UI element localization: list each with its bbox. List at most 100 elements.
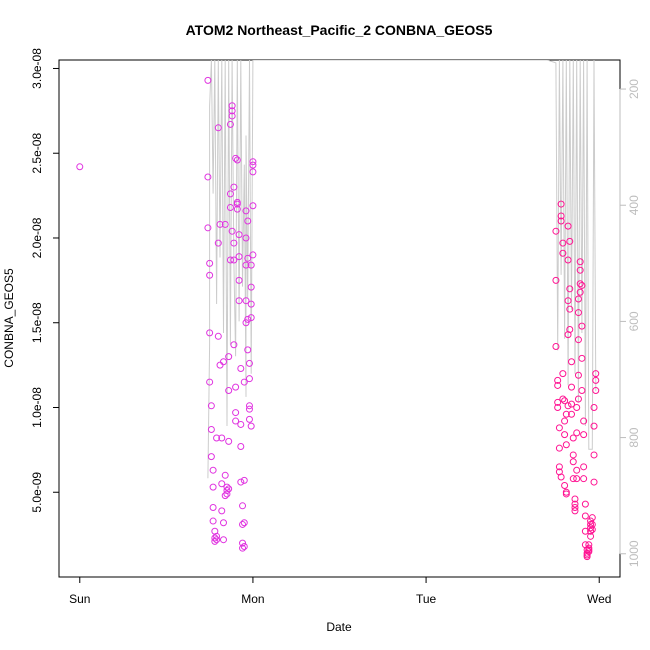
x-tick-label: Sun	[69, 592, 90, 606]
data-point	[581, 500, 589, 508]
data-point	[562, 441, 570, 449]
data-point	[239, 520, 247, 528]
data-point	[213, 532, 221, 540]
data-point	[568, 383, 576, 391]
y-tick-label: 2.5e-08	[30, 133, 44, 174]
data-point	[249, 168, 257, 176]
data-point	[581, 527, 589, 535]
data-point	[232, 417, 240, 425]
plot-frame	[58, 59, 621, 578]
data-point	[580, 431, 588, 439]
right-tick-label: 600	[627, 311, 641, 331]
data-point	[573, 466, 581, 474]
data-point	[242, 297, 250, 305]
data-point	[559, 395, 567, 403]
data-point	[239, 544, 247, 552]
data-point	[576, 288, 584, 296]
data-point	[209, 504, 217, 512]
data-point	[226, 256, 234, 264]
data-point	[219, 358, 227, 366]
data-point	[232, 154, 240, 162]
data-point	[207, 426, 215, 434]
right-tick-label: 1000	[627, 540, 641, 567]
bottom-axis: Sun Mon Tue Wed	[69, 576, 611, 606]
data-point	[218, 434, 226, 442]
data-point	[244, 254, 252, 262]
data-point	[587, 532, 595, 540]
data-point	[561, 397, 569, 405]
scatter-series	[76, 76, 600, 561]
data-point	[561, 417, 569, 425]
data-point	[219, 536, 227, 544]
data-point	[213, 536, 221, 544]
data-point	[576, 280, 584, 288]
x-axis-label: Date	[326, 620, 352, 634]
data-point	[235, 253, 243, 261]
data-point	[230, 183, 238, 191]
data-point	[209, 466, 217, 474]
data-point	[235, 231, 243, 239]
data-point	[592, 376, 600, 384]
data-point	[235, 297, 243, 305]
data-point	[559, 249, 567, 257]
data-point	[574, 336, 582, 344]
data-point	[232, 383, 240, 391]
data-point	[552, 276, 560, 284]
data-point	[580, 475, 588, 483]
data-point	[228, 227, 236, 235]
data-point	[247, 261, 255, 269]
data-point	[232, 409, 240, 417]
data-point	[554, 403, 562, 411]
data-point	[240, 519, 248, 527]
data-point	[240, 476, 248, 484]
y-tick-label: 1.5e-08	[30, 302, 44, 343]
data-point	[237, 365, 245, 373]
data-point	[566, 305, 574, 313]
data-point	[206, 329, 214, 337]
data-point	[588, 526, 596, 534]
data-point	[242, 319, 250, 327]
right-tick-label: 400	[627, 195, 641, 215]
data-point	[568, 400, 576, 408]
data-point	[564, 222, 572, 230]
data-point	[569, 458, 577, 466]
data-point	[574, 371, 582, 379]
data-point	[557, 200, 565, 208]
data-point	[574, 295, 582, 303]
data-point	[552, 227, 560, 235]
data-point	[588, 514, 596, 522]
data-point	[209, 483, 217, 491]
data-point	[573, 475, 581, 483]
data-point	[233, 156, 241, 164]
right-tick-label: 800	[627, 427, 641, 447]
data-point	[247, 314, 255, 322]
data-point	[566, 285, 574, 293]
data-point	[204, 76, 212, 84]
y-tick-label: 2.0e-08	[30, 217, 44, 258]
data-point	[587, 524, 595, 532]
data-point	[206, 259, 214, 267]
data-point	[207, 453, 215, 461]
data-point	[590, 451, 598, 459]
data-point	[211, 534, 219, 542]
data-point	[249, 161, 257, 169]
data-point	[555, 444, 563, 452]
data-point	[590, 478, 598, 486]
data-point	[578, 281, 586, 289]
data-point	[209, 517, 217, 525]
data-point	[592, 387, 600, 395]
data-point	[225, 387, 233, 395]
data-point	[237, 478, 245, 486]
data-point	[237, 420, 245, 428]
y-tick-label: 1.0e-08	[30, 387, 44, 428]
data-point	[225, 485, 233, 493]
data-point	[562, 410, 570, 418]
data-point	[574, 309, 582, 317]
data-point	[561, 481, 569, 489]
data-point	[249, 158, 257, 166]
data-point	[247, 283, 255, 291]
y-tick-label: 5.0e-09	[30, 472, 44, 513]
data-point	[569, 434, 577, 442]
data-point	[239, 539, 247, 547]
data-point	[228, 107, 236, 115]
